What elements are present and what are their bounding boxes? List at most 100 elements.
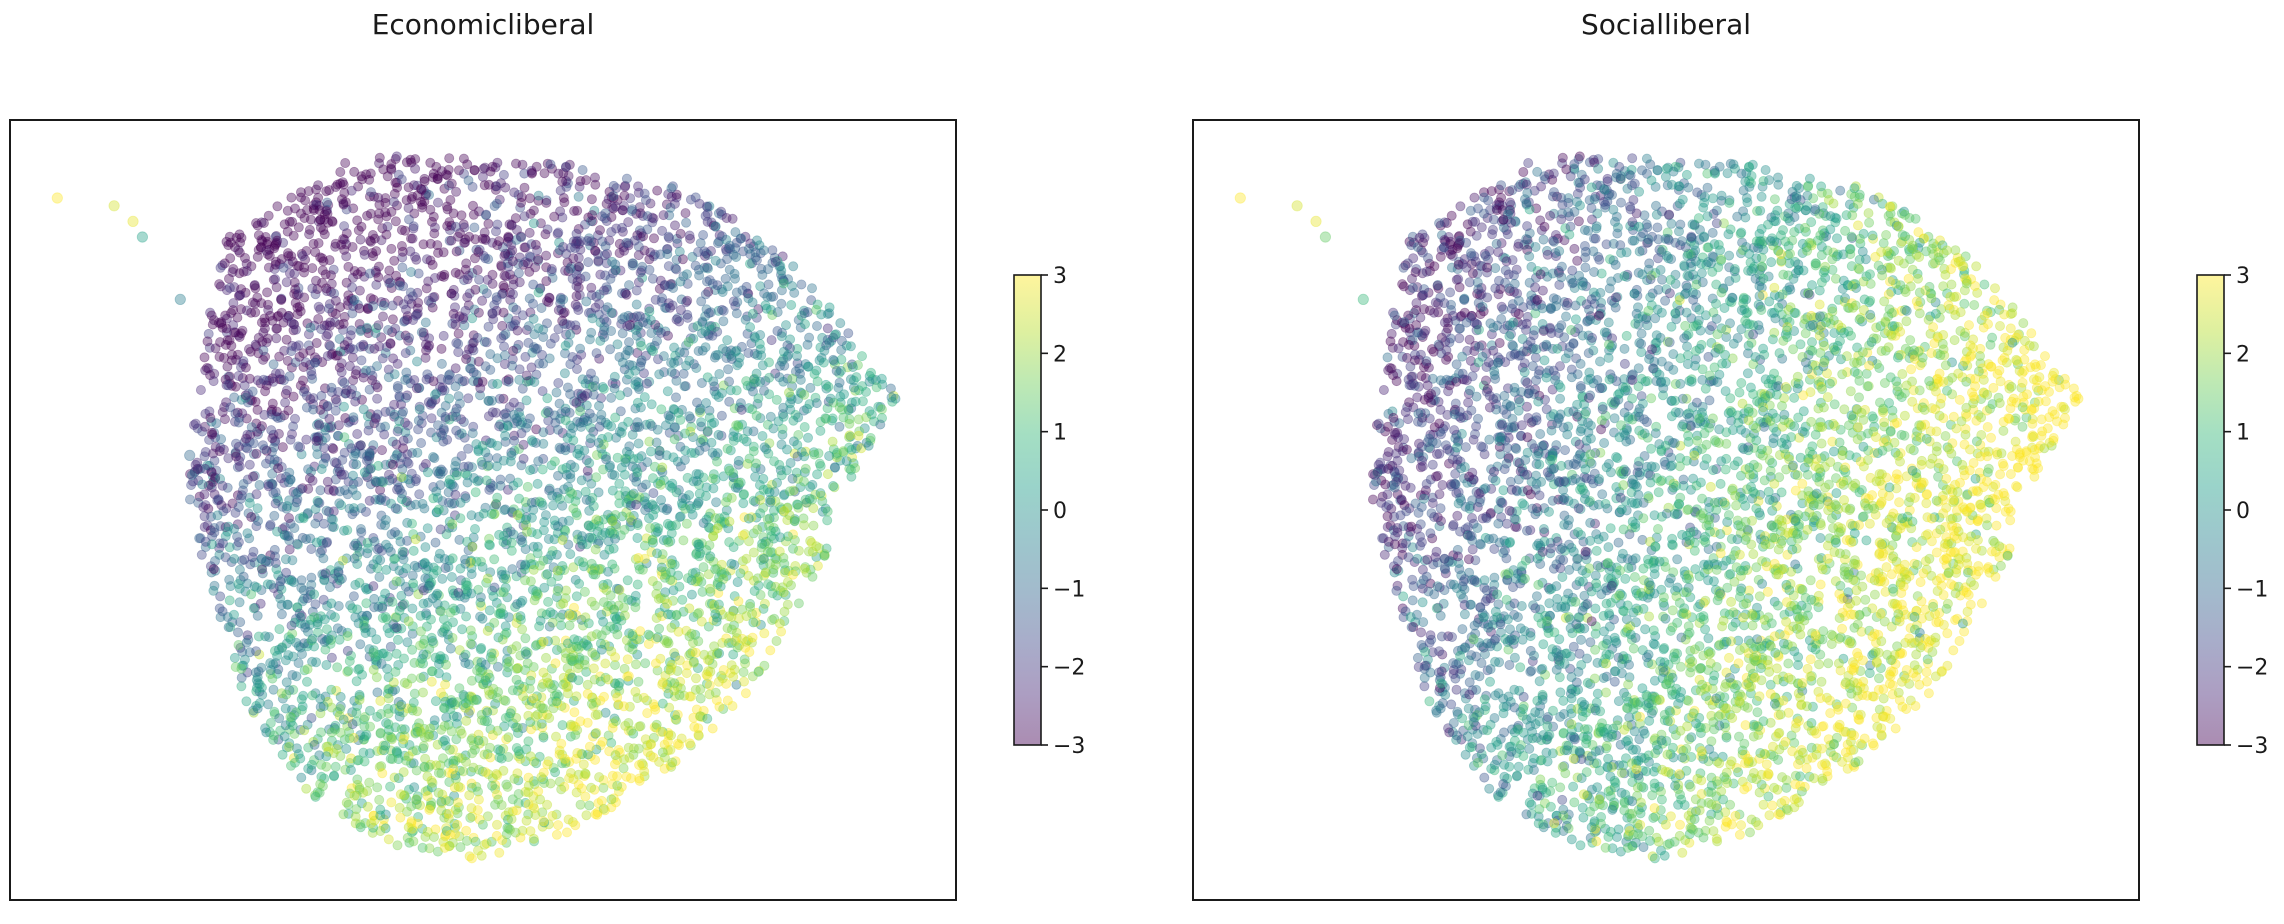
scatter-point [486,395,497,406]
scatter-point [792,350,803,361]
scatter-point [667,757,678,768]
scatter-point [471,439,482,450]
scatter-point [471,781,482,792]
scatter-point [463,659,474,670]
scatter-point [511,805,522,816]
scatter-point [713,305,724,316]
scatter-point [709,417,720,428]
scatter-point [491,198,502,209]
scatter-point [473,794,484,805]
scatter-point [310,247,321,258]
scatter-point [586,596,597,607]
scatter-point [633,438,644,449]
scatter-point [327,307,338,318]
scatter-point [681,518,692,529]
scatter-point [428,168,439,179]
scatter-point [597,211,608,222]
scatter-point [447,837,458,848]
scatter-point [193,475,204,486]
scatter-point [356,355,367,366]
scatter-point [246,422,257,433]
scatter-point [419,557,430,568]
scatter-point [571,591,582,602]
scatter-point [285,474,296,485]
scatter-point [732,577,743,588]
scatter-point [662,503,673,514]
scatter-point [351,459,362,470]
scatter-point [824,337,835,348]
scatter-point [703,308,714,319]
scatter-point [373,214,384,225]
scatter-point [843,328,854,339]
scatter-point [398,406,409,417]
scatter-point [230,438,241,449]
scatter-point [349,553,360,564]
scatter-point [311,432,322,443]
scatter-point [551,829,562,840]
scatter-point [498,743,509,754]
scatter-point [507,806,518,817]
scatter-point [584,307,595,318]
scatter-point [604,544,615,555]
scatter-point [663,189,674,200]
scatter-point [365,236,376,247]
scatter-point [622,671,633,682]
scatter-point [536,718,547,729]
scatter-point [645,446,656,457]
scatter-point [535,794,546,805]
scatter-point [287,256,298,267]
scatter-point [487,689,498,700]
scatter-point [666,191,677,202]
scatter-point [566,652,577,663]
scatter-point [710,221,721,232]
scatter-point [484,539,495,550]
scatter-point [339,311,350,322]
scatter-point [474,274,485,285]
scatter-point [237,485,248,496]
scatter-point [482,573,493,584]
scatter-point [789,515,800,526]
scatter-point [620,486,631,497]
scatter-point [730,273,741,284]
scatter-point [391,576,402,587]
scatter-point [373,272,384,283]
scatter-point [754,338,765,349]
scatter-point [313,216,324,227]
scatter-point [484,605,495,616]
scatter-point [568,435,579,446]
scatter-point [420,831,431,842]
scatter-point [434,654,445,665]
scatter-point [721,212,732,223]
scatter-point [584,505,595,516]
scatter-point [628,488,639,499]
scatter-point [596,644,607,655]
scatter-point [348,344,359,355]
scatter-point [411,254,422,265]
scatter-point [576,783,587,794]
scatter-point [510,827,521,838]
scatter-point [811,398,822,409]
scatter-point [426,676,437,687]
scatter-point [660,566,671,577]
scatter-point [489,554,500,565]
scatter-point [526,435,537,446]
scatter-point [541,197,552,208]
scatter-point [359,249,370,260]
scatter-point [560,340,571,351]
scatter-point [632,533,643,544]
scatter-point [603,674,614,685]
scatter-point [570,320,581,331]
scatter-point [756,350,767,361]
scatter-point [650,294,661,305]
scatter-point [656,494,667,505]
scatter-point [657,554,668,565]
scatter-point [765,525,776,536]
scatter-point [399,417,410,428]
scatter-point [393,773,404,784]
scatter-point [686,503,697,514]
scatter-point [289,728,300,739]
scatter-point [776,626,787,637]
scatter-point [864,376,875,387]
scatter-point [468,532,479,543]
scatter-point [514,443,525,454]
